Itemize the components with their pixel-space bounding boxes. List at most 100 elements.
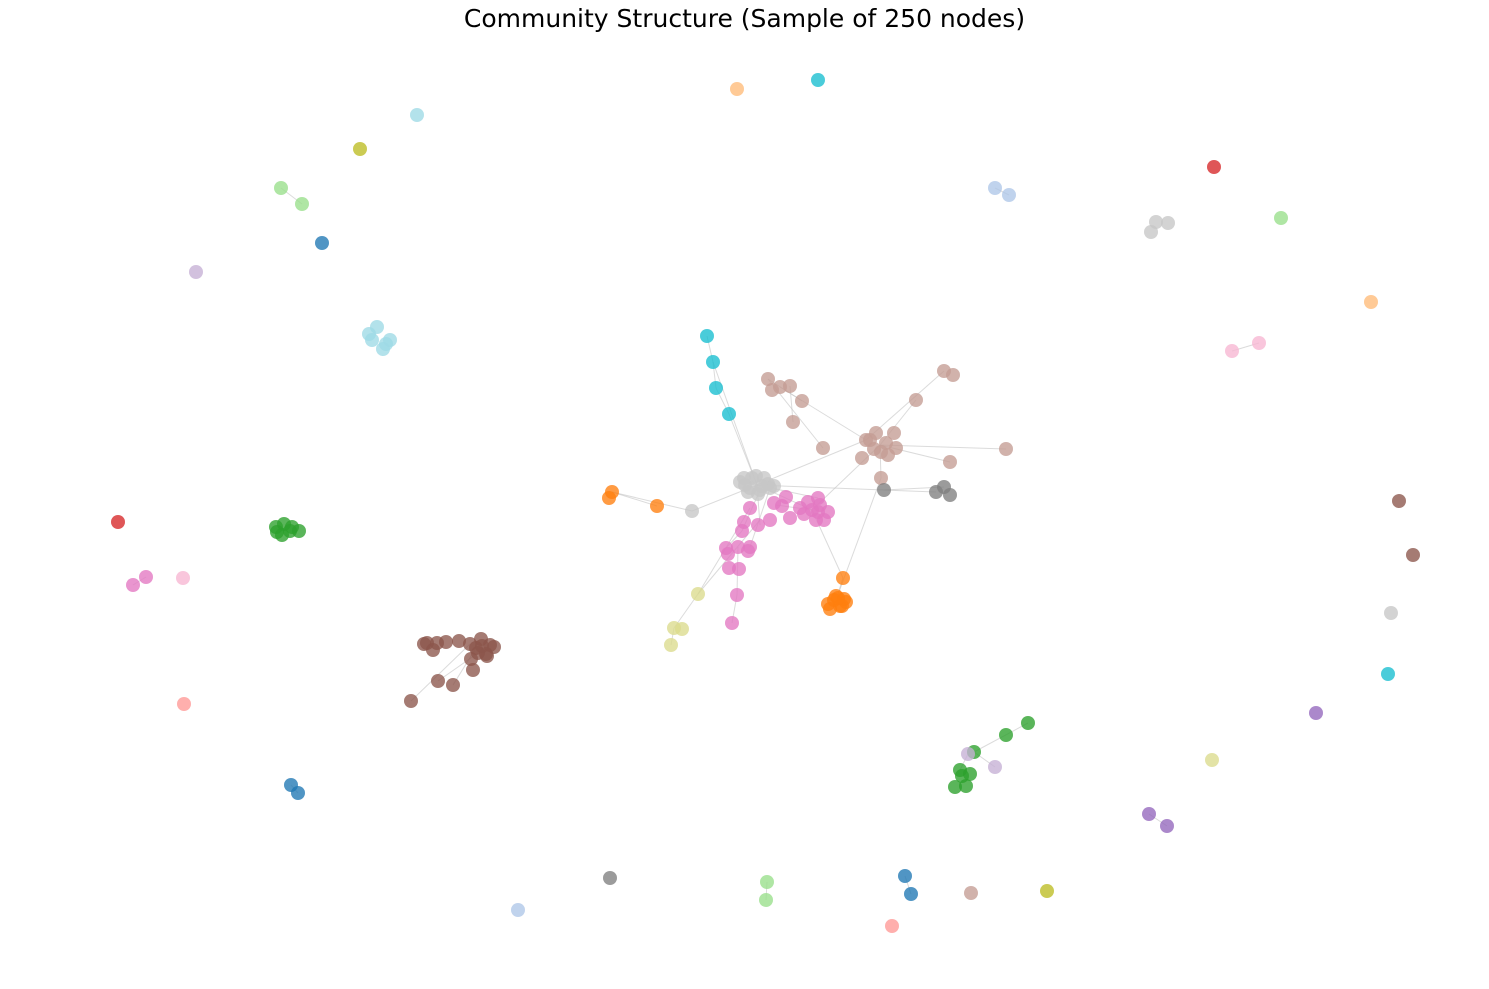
- node-c9: [675, 622, 689, 636]
- node-c2: [751, 518, 765, 532]
- node-c12: [760, 875, 774, 889]
- node-c8: [410, 108, 424, 122]
- node-c9: [1205, 753, 1219, 767]
- node-c4: [605, 485, 619, 499]
- node-c6: [1021, 716, 1035, 730]
- node-c3: [786, 415, 800, 429]
- node-c1: [767, 479, 781, 493]
- node-c19: [189, 265, 203, 279]
- edge: [611, 491, 658, 507]
- node-c3: [863, 433, 877, 447]
- node-c5: [464, 652, 478, 666]
- node-c2: [743, 501, 757, 515]
- node-c15: [111, 515, 125, 529]
- node-c1: [755, 479, 769, 493]
- node-c7: [706, 355, 720, 369]
- node-c11: [291, 786, 305, 800]
- node-c5: [466, 663, 480, 677]
- node-c3: [964, 886, 978, 900]
- node-c1: [737, 471, 751, 485]
- node-c1: [1144, 225, 1158, 239]
- node-c9: [691, 587, 705, 601]
- node-c10: [943, 488, 957, 502]
- node-c15: [1207, 160, 1221, 174]
- node-c13: [1002, 188, 1016, 202]
- node-c4: [831, 591, 845, 605]
- node-c20: [177, 697, 191, 711]
- node-c8: [370, 320, 384, 334]
- node-c14: [1142, 807, 1156, 821]
- node-c14: [1160, 819, 1174, 833]
- node-c5: [452, 634, 466, 648]
- node-c19: [961, 747, 975, 761]
- node-c5: [430, 636, 444, 650]
- node-c17: [353, 142, 367, 156]
- node-c7: [811, 73, 825, 87]
- node-c3: [783, 379, 797, 393]
- node-c3: [909, 393, 923, 407]
- edge: [712, 361, 758, 486]
- node-c2: [730, 588, 744, 602]
- node-c5: [1406, 548, 1420, 562]
- node-c12: [295, 197, 309, 211]
- node-c2: [725, 616, 739, 630]
- node-c17: [1040, 884, 1054, 898]
- node-c5: [404, 694, 418, 708]
- node-c11: [898, 869, 912, 883]
- node-c6: [959, 779, 973, 793]
- node-c2: [126, 578, 140, 592]
- node-c2: [779, 490, 793, 504]
- node-c6: [948, 780, 962, 794]
- node-c12: [274, 181, 288, 195]
- node-c11: [904, 887, 918, 901]
- node-c12: [1274, 211, 1288, 225]
- chart-title: Community Structure (Sample of 250 nodes…: [463, 4, 1026, 33]
- node-c4: [823, 602, 837, 616]
- node-c5: [475, 639, 489, 653]
- edge: [410, 643, 471, 702]
- node-c6: [999, 728, 1013, 742]
- node-c18: [1225, 344, 1239, 358]
- node-c13: [511, 903, 525, 917]
- nodes: [111, 73, 1420, 933]
- node-c3: [999, 442, 1013, 456]
- node-c2: [793, 501, 807, 515]
- node-c20: [885, 919, 899, 933]
- node-c7: [700, 329, 714, 343]
- node-c7: [709, 381, 723, 395]
- node-c5: [417, 637, 431, 651]
- node-c4: [836, 571, 850, 585]
- node-c14: [1309, 706, 1323, 720]
- node-c8: [365, 333, 379, 347]
- node-c2: [783, 511, 797, 525]
- node-c3: [943, 455, 957, 469]
- node-c2: [721, 547, 735, 561]
- node-c8: [376, 342, 390, 356]
- node-c18: [1252, 336, 1266, 350]
- node-c5: [431, 674, 445, 688]
- edge: [749, 487, 771, 548]
- node-c19: [988, 760, 1002, 774]
- node-c3: [761, 372, 775, 386]
- node-c10: [603, 871, 617, 885]
- node-c3: [816, 441, 830, 455]
- node-c10: [877, 483, 891, 497]
- node-c1: [1384, 606, 1398, 620]
- node-c16: [1364, 295, 1378, 309]
- edge: [756, 439, 867, 486]
- node-c4: [650, 499, 664, 513]
- node-c3: [881, 448, 895, 462]
- node-c3: [874, 471, 888, 485]
- node-c13: [988, 181, 1002, 195]
- node-c2: [741, 544, 755, 558]
- node-c3: [795, 394, 809, 408]
- node-c9: [664, 638, 678, 652]
- node-c5: [1392, 494, 1406, 508]
- node-c3: [946, 368, 960, 382]
- node-c2: [732, 562, 746, 576]
- edge: [883, 489, 937, 493]
- node-c18: [176, 571, 190, 585]
- node-c2: [139, 570, 153, 584]
- node-c7: [722, 407, 736, 421]
